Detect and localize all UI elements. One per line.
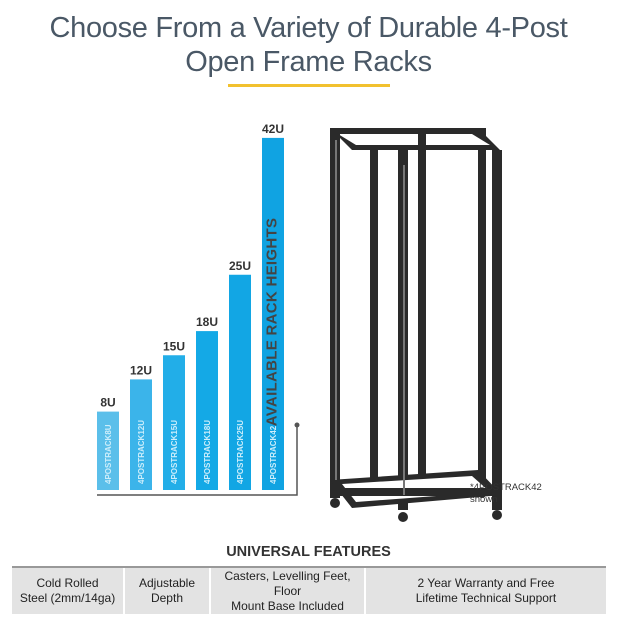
title-underline (228, 84, 390, 87)
category-label: 4POSTRACK15U (170, 420, 179, 484)
bar-18U (196, 331, 218, 490)
product-note: *4POSTRACK42 shown (470, 482, 542, 506)
product-note-model: *4POSTRACK42 (470, 482, 542, 493)
data-label: 25U (229, 259, 251, 273)
category-label: 4POSTRACK18U (203, 420, 212, 484)
bar-25U (229, 274, 251, 490)
feature-text: Adjustable (138, 576, 196, 590)
data-label: 8U (100, 396, 115, 410)
bar-8U (97, 411, 119, 490)
feature-text: Casters, Levelling Feet, Floor (224, 568, 351, 598)
feature-text: Cold Rolled (36, 576, 99, 590)
feature-cell: Adjustable Depth (125, 568, 211, 614)
bar-15U (163, 355, 185, 490)
features-row: Cold Rolled Steel (2mm/14ga) Adjustable De… (12, 566, 606, 614)
category-label: 4POSTRACK42 (269, 425, 278, 484)
feature-text: Mount Base Included (231, 598, 344, 613)
feature-cell: Cold Rolled Steel (2mm/14ga) (12, 568, 125, 614)
feature-text: Steel (2mm/14ga) (19, 591, 116, 605)
category-label: 4POSTRACK25U (236, 420, 245, 484)
feature-cell: Casters, Levelling Feet, Floor Mount Base… (211, 568, 366, 614)
category-label: 4POSTRACK8U (104, 424, 113, 484)
product-note-shown: shown (470, 494, 498, 505)
title-line-2: Open Frame Racks (185, 46, 432, 78)
data-label: 15U (163, 339, 185, 353)
data-label: 12U (130, 363, 152, 377)
bar-42U (262, 137, 284, 490)
category-label: 4POSTRACK12U (137, 420, 146, 484)
rack-image (330, 128, 502, 522)
bar-12U (130, 379, 152, 490)
data-label: 42U (262, 122, 284, 136)
feature-text: Lifetime Technical Support (415, 591, 557, 605)
features-title: UNIVERSAL FEATURES (226, 544, 391, 560)
title-line-1: Choose From a Variety of Durable 4-Post (49, 12, 568, 44)
feature-cell: 2 Year Warranty and Free Lifetime Technic… (366, 568, 606, 614)
y-axis-label: AVAILABLE RACK HEIGHTS (263, 217, 281, 427)
axis-dot (294, 422, 300, 428)
feature-text: Depth (150, 591, 183, 605)
data-label: 18U (196, 315, 218, 329)
feature-text: 2 Year Warranty and Free (417, 576, 555, 590)
axis-bracket (97, 425, 298, 496)
